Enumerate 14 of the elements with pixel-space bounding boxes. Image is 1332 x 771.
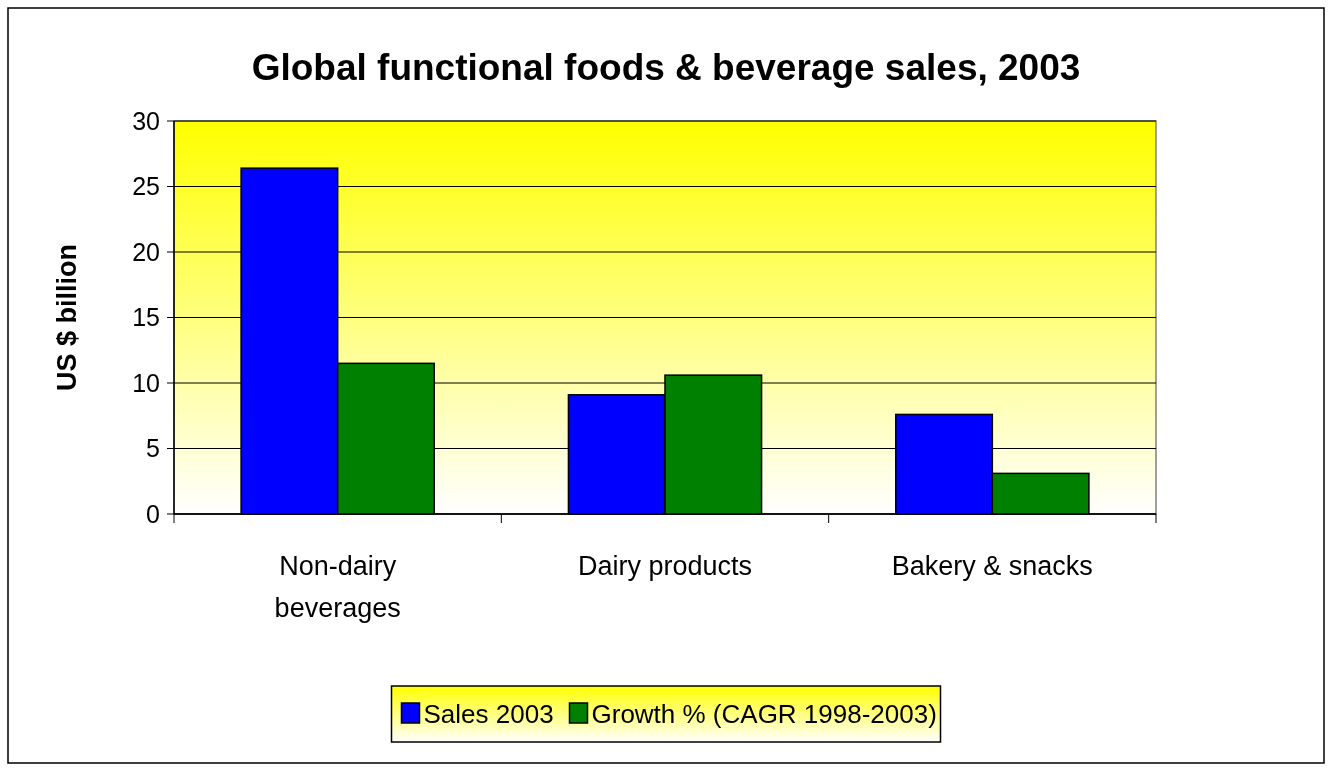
chart-title: Global functional foods & beverage sales, 2003 <box>251 47 1081 88</box>
y-tick-label: 20 <box>132 237 160 266</box>
y-axis-title: US $ billion <box>52 243 82 392</box>
x-tick-label: Bakery & snacks <box>891 551 1093 581</box>
y-tick-label: 30 <box>132 106 160 135</box>
x-tick-label: Non-dairy beverages <box>274 551 401 623</box>
y-tick-label: 15 <box>132 303 160 332</box>
y-tick-label: 25 <box>132 172 160 201</box>
y-tick-label: 10 <box>132 368 160 397</box>
x-tick-label: Dairy products <box>577 551 753 581</box>
y-tick-label: 5 <box>146 434 160 463</box>
legend-label: Growth % (CAGR 1998-2003) <box>591 699 937 730</box>
y-tick-label: 0 <box>146 499 160 528</box>
legend-label: Sales 2003 <box>423 699 554 730</box>
